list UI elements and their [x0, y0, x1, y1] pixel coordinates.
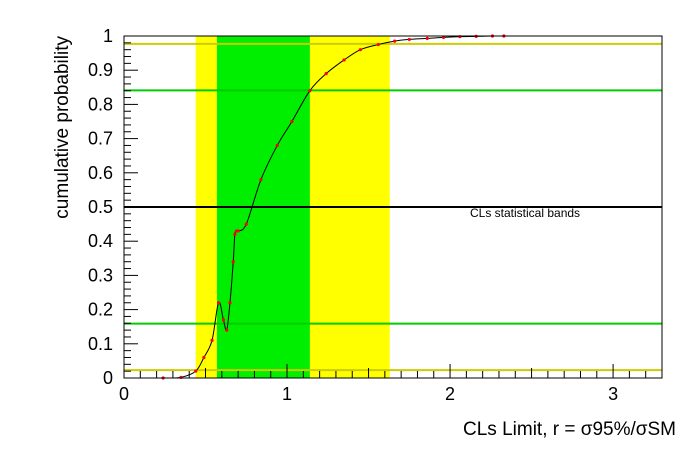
y-tick-label: 0.2	[88, 300, 113, 320]
x-tick-labels: 0 1 2 3	[119, 384, 618, 404]
data-point-3	[202, 355, 206, 360]
y-axis-title: cumulative probability	[52, 36, 73, 219]
data-point-8	[228, 301, 232, 305]
x-axis-title: CLs Limit, r = σ95%/σSM	[463, 419, 676, 440]
y-tick-label: 0.1	[88, 334, 113, 354]
data-point-23	[407, 37, 411, 42]
data-point-21	[376, 42, 380, 47]
data-point-13	[244, 222, 248, 226]
data-point-4	[210, 338, 214, 342]
data-point-7	[225, 328, 229, 332]
x-tick-label: 0	[119, 384, 129, 404]
x-tick-label: 3	[608, 384, 618, 404]
data-point-18	[324, 72, 328, 76]
data-point-22	[393, 39, 397, 43]
data-point-15	[275, 143, 279, 148]
data-point-2	[194, 369, 198, 373]
x-tick-label: 2	[445, 384, 455, 404]
data-point-9	[231, 260, 235, 264]
x-tick-label: 1	[282, 384, 292, 404]
y-tick-labels: 0 0.1 0.2 0.3 0.4 0.5 0.6 0.7 0.8 0.9 1	[88, 26, 113, 388]
y-tick-label: 0.5	[88, 197, 113, 217]
data-point-10	[233, 232, 237, 236]
data-point-25	[441, 35, 446, 39]
y-tick-label: 0.7	[88, 129, 113, 149]
annotation-text: CLs statistical bands	[470, 206, 580, 220]
y-tick-label: 0.8	[88, 94, 113, 114]
data-point-19	[342, 58, 346, 62]
data-point-14	[259, 178, 263, 182]
y-tick-label: 0.6	[88, 163, 113, 183]
data-point-6	[221, 318, 226, 322]
data-point-20	[358, 48, 362, 52]
axis-ticks	[123, 35, 647, 379]
data-point-12	[236, 229, 240, 233]
y-tick-label: 0	[103, 368, 113, 388]
cumulative-curve	[161, 34, 506, 380]
data-point-16	[290, 119, 294, 124]
y-tick-label: 1	[103, 26, 113, 46]
data-point-24	[425, 36, 429, 40]
y-tick-label: 0.3	[88, 265, 113, 285]
reference-lines	[124, 42, 662, 372]
y-tick-label: 0.4	[88, 231, 113, 251]
data-point-5	[216, 301, 221, 305]
data-point-17	[308, 89, 312, 93]
y-tick-label: 0.9	[88, 60, 113, 80]
